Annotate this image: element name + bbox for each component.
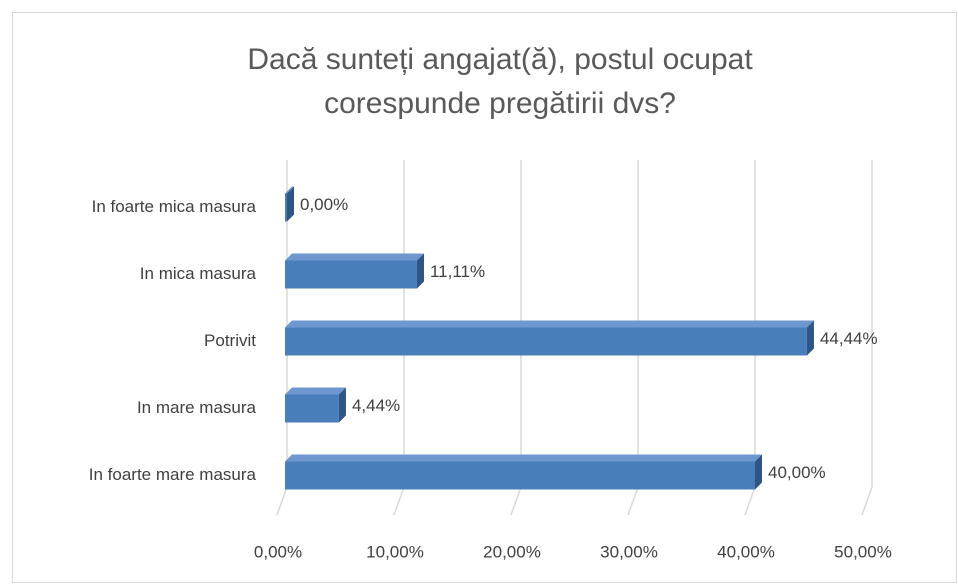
y-tick-label: In foarte mare masura: [89, 465, 257, 484]
bar-top: [285, 454, 762, 462]
bar-side: [338, 387, 346, 423]
bar-top: [285, 253, 424, 261]
value-label: 0,00%: [300, 195, 348, 214]
bar-top: [285, 320, 814, 328]
bar-side: [806, 320, 814, 356]
bar: [285, 327, 807, 356]
y-tick-label: In foarte mica masura: [92, 197, 257, 216]
x-tick-label: 50,00%: [834, 542, 892, 561]
grid-line-floor: [627, 486, 639, 516]
bar-top: [285, 387, 346, 395]
value-label: 11,11%: [430, 262, 485, 281]
bar-side: [755, 454, 762, 490]
x-tick-label: 20,00%: [483, 542, 541, 561]
y-tick-label: Potrivit: [204, 331, 256, 350]
value-label: 40,00%: [768, 463, 826, 482]
value-label: 44,44%: [820, 329, 878, 348]
chart-border: [12, 12, 957, 583]
grid-line-floor: [510, 486, 522, 516]
y-tick-label: In mare masura: [137, 398, 257, 417]
x-tick-label: 0,00%: [254, 542, 302, 561]
grid-line-floor: [861, 486, 873, 516]
bar-side: [416, 253, 424, 289]
bar-side: [287, 186, 294, 222]
grid-line-floor: [276, 486, 288, 516]
x-tick-label: 10,00%: [366, 542, 424, 561]
chart-title: Dacă sunteți angajat(ă), postul ocupat c…: [247, 43, 753, 120]
grid-line-floor: [744, 486, 756, 516]
bar: [285, 260, 417, 289]
bar: [285, 193, 287, 222]
x-tick-label: 30,00%: [600, 542, 658, 561]
bar: [285, 461, 755, 490]
value-label: 4,44%: [352, 396, 400, 415]
y-tick-label: In mica masura: [140, 264, 257, 283]
bar-top: [285, 186, 294, 194]
x-tick-label: 40,00%: [717, 542, 775, 561]
grid-line-floor: [393, 486, 405, 516]
bar: [285, 394, 339, 423]
